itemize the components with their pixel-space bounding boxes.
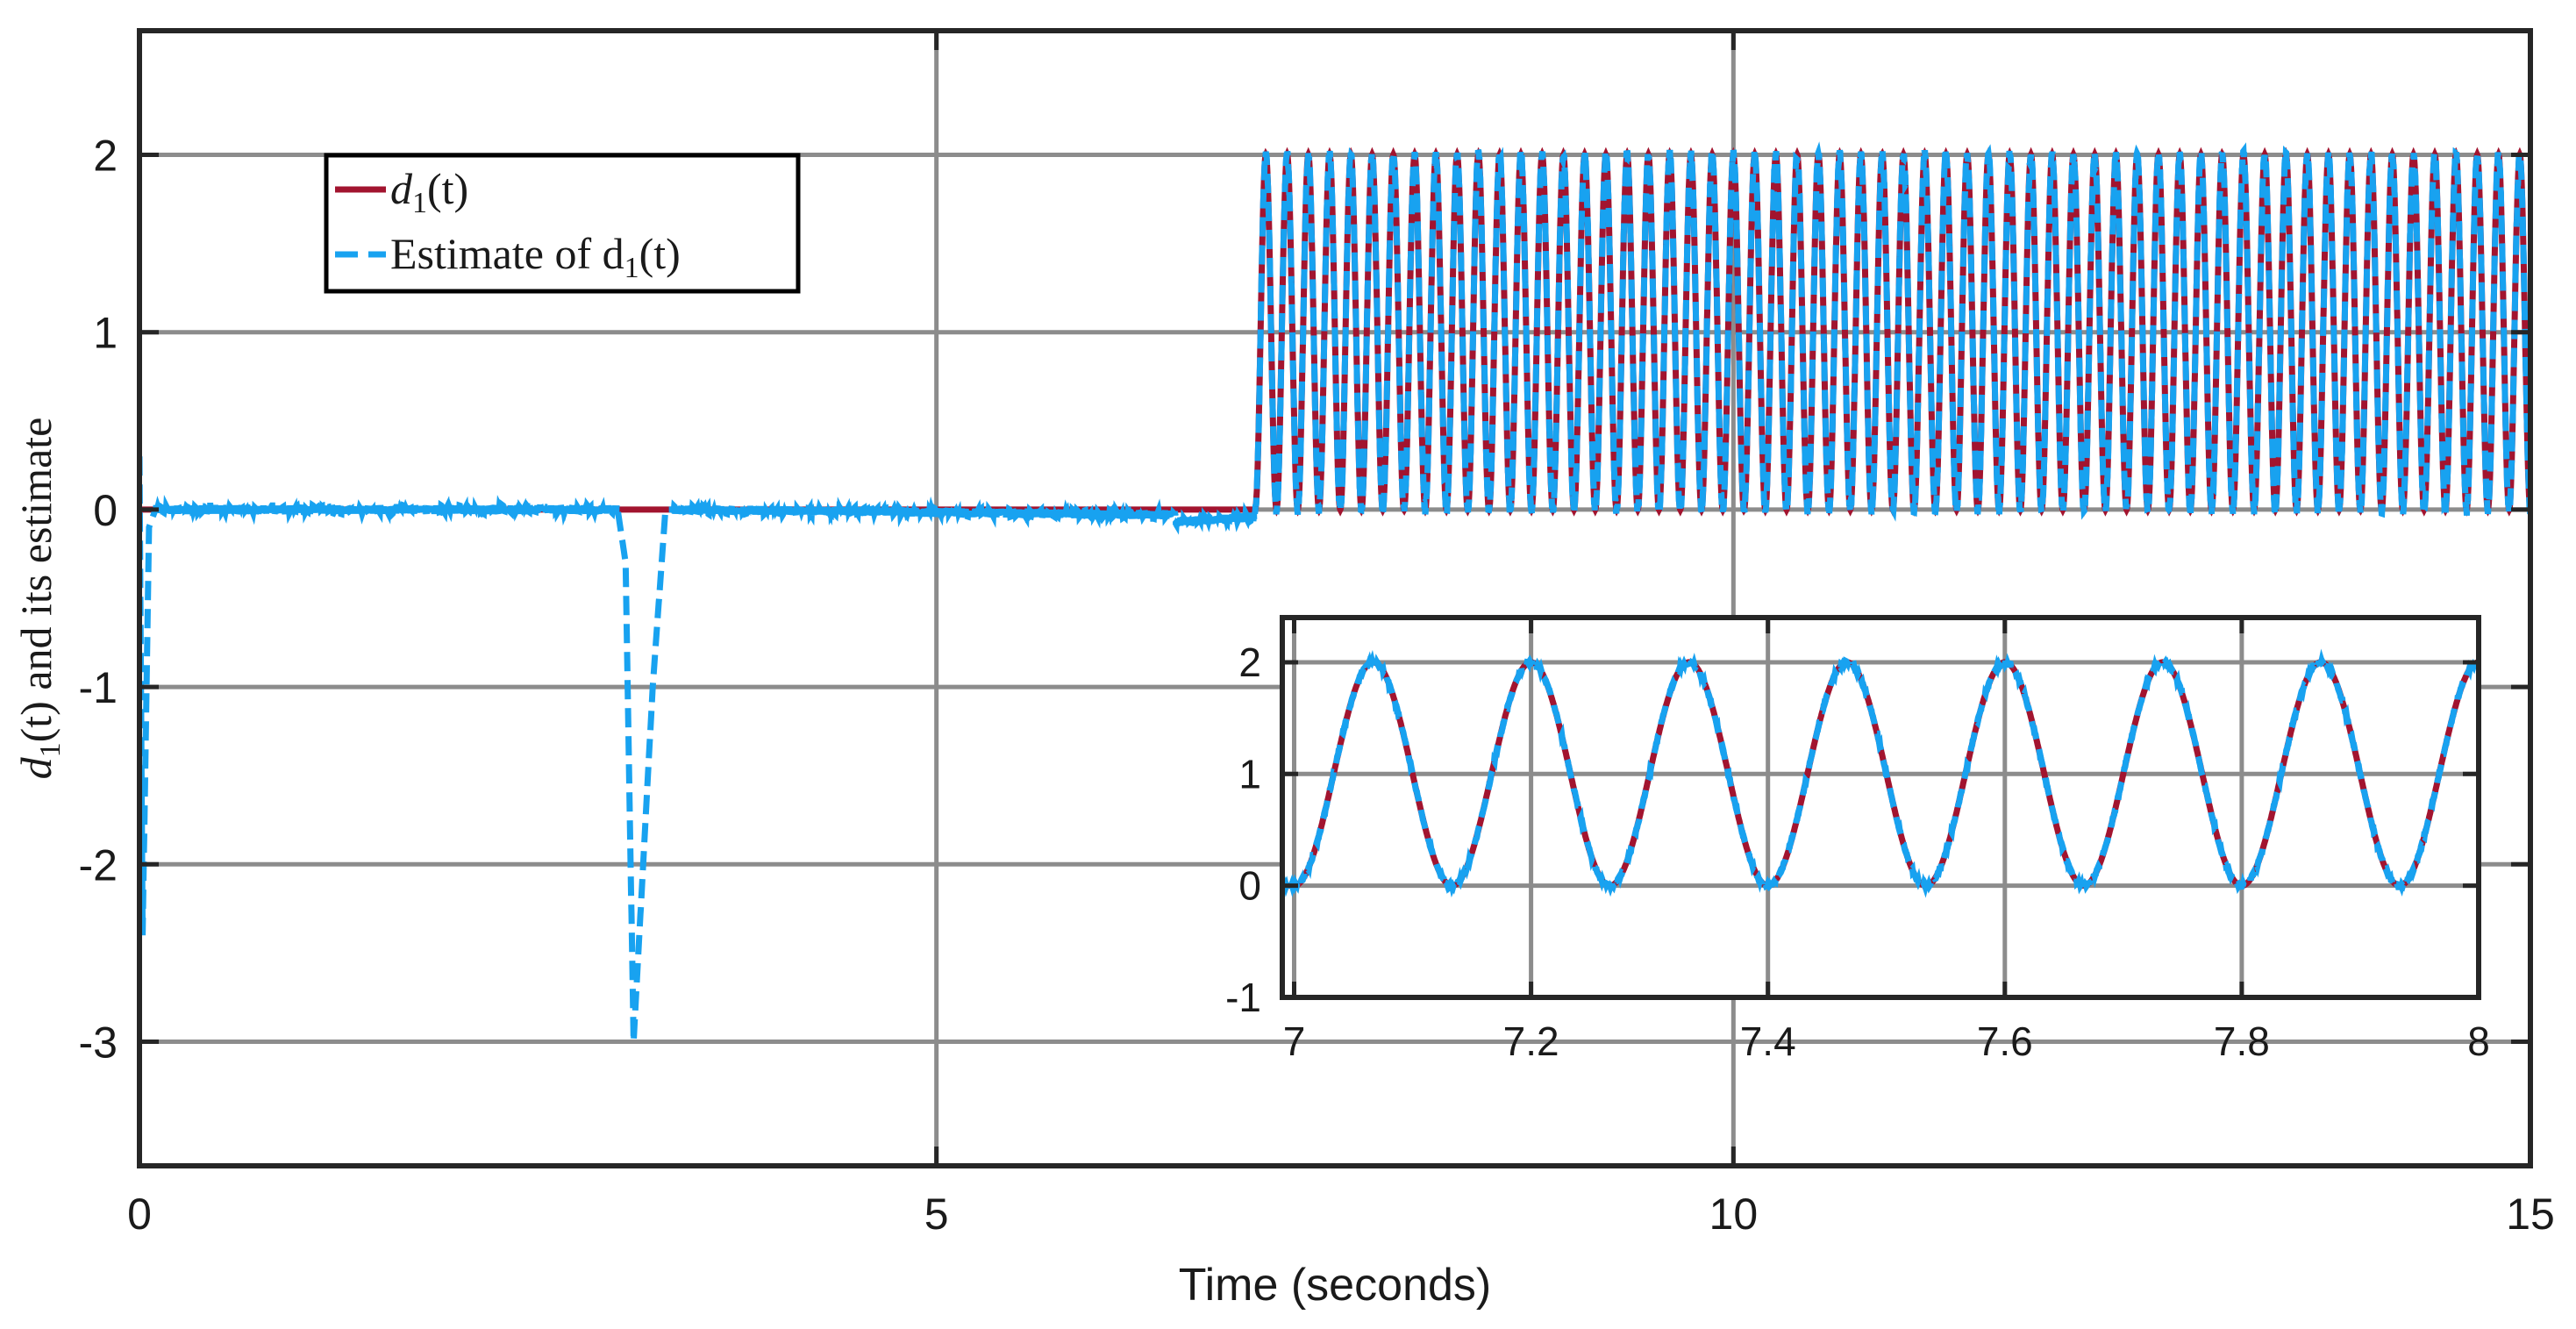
inset-series-estimate-line <box>1282 648 2479 898</box>
inset-x-tick-label: 7.8 <box>2214 1018 2270 1064</box>
inset-frame <box>1280 615 2481 1000</box>
inset-series <box>1282 648 2479 898</box>
inset-y-tick-label: 0 <box>1238 863 1261 909</box>
main-x-tick-label: 15 <box>2506 1190 2555 1239</box>
legend-label-estimate-text: Estimate of d <box>390 229 624 278</box>
y-axis-label-var: d <box>11 756 61 779</box>
legend-label-d1-var: d <box>390 164 413 213</box>
inset-y-tick-label: 2 <box>1238 639 1261 685</box>
inset-y-tick-label: 1 <box>1238 751 1261 797</box>
main-y-tick-label: 2 <box>93 132 118 181</box>
main-y-tick-label: -3 <box>79 1018 118 1067</box>
legend-label-d1-subscript: 1 <box>412 187 427 219</box>
y-axis-label-subscript: 1 <box>34 742 67 757</box>
inset-y-tick-label: -1 <box>1225 975 1261 1020</box>
main-y-tick-label: -1 <box>79 663 118 712</box>
inset-x-tick-label: 7.4 <box>1740 1018 1796 1064</box>
main-y-tick-label: 0 <box>93 486 118 535</box>
inset-background <box>1282 618 2479 997</box>
main-series <box>139 141 2530 1042</box>
inset-tick-labels: 7 7.2 7.4 7.6 7.8 8 2 1 0 -1 <box>1225 639 2490 1064</box>
y-axis-label-rest: (t) and its estimate <box>11 418 61 743</box>
legend-label-estimate: Estimate of d1(t) <box>390 229 681 284</box>
inset-chart: 7 7.2 7.4 7.6 7.8 8 2 1 0 -1 <box>1225 615 2490 1064</box>
series-estimate-line <box>139 141 2530 1042</box>
legend-box <box>324 153 801 294</box>
inset-x-tick-label: 7.6 <box>1977 1018 2033 1064</box>
main-x-tick-label: 0 <box>127 1190 152 1239</box>
inset-x-tick-label: 7 <box>1283 1018 1306 1064</box>
legend-label-estimate-rest: (t) <box>639 229 681 278</box>
main-y-tick-label: 1 <box>93 309 118 358</box>
main-ticks <box>137 31 2533 1166</box>
main-y-tick-label: -2 <box>79 840 118 890</box>
y-axis-label: d1(t) and its estimate <box>11 418 67 780</box>
inset-x-tick-label: 7.2 <box>1503 1018 1559 1064</box>
main-plot-frame <box>137 28 2533 1168</box>
inset-ticks <box>1282 618 2481 1000</box>
inset-x-tick-label: 8 <box>2467 1018 2490 1064</box>
legend-label-estimate-subscript: 1 <box>624 252 639 284</box>
main-x-tick-label: 5 <box>924 1190 949 1239</box>
x-axis-label: Time (seconds) <box>1179 1260 1491 1311</box>
legend-label-d1: d1(t) <box>390 164 468 219</box>
legend-label-d1-rest: (t) <box>427 164 468 213</box>
main-x-tick-label: 10 <box>1709 1190 1759 1239</box>
legend: d1(t) Estimate of d1(t) <box>324 153 801 294</box>
